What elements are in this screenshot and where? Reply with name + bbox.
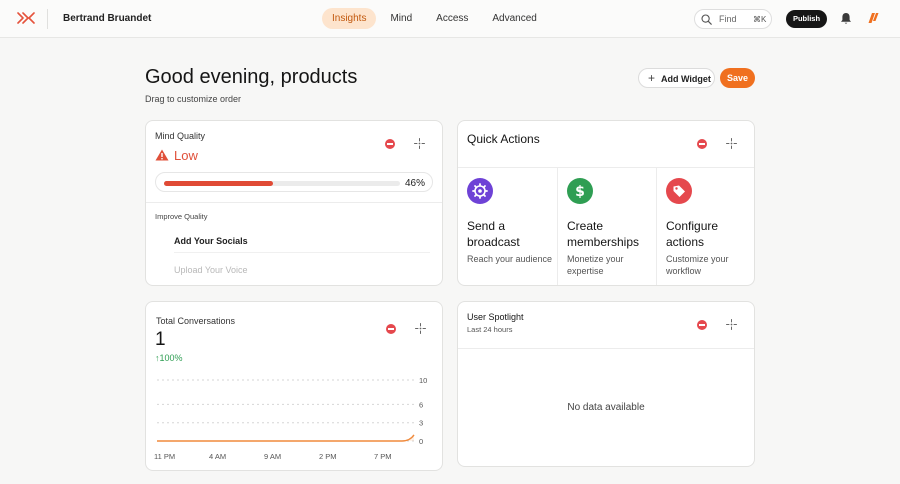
x-tick-label: 7 PM	[374, 452, 392, 461]
divider	[458, 348, 754, 349]
tag-icon	[666, 178, 692, 204]
x-tick-label: 4 AM	[209, 452, 226, 461]
remove-widget-icon[interactable]	[697, 320, 707, 330]
user-spotlight-card[interactable]: User Spotlight Last 24 hours No data ava…	[457, 301, 755, 467]
nav-insights[interactable]: Insights	[322, 8, 377, 29]
quick-actions-card[interactable]: Quick Actions Send a broadcast Reach you…	[457, 120, 755, 286]
conversation-change: ↑100%	[155, 353, 183, 363]
quick-action-title: Send a broadcast	[467, 219, 520, 249]
quality-status: Low	[174, 148, 198, 163]
quick-action-description: Reach your audience	[467, 254, 553, 264]
chart-area	[157, 434, 414, 441]
quick-action-title: Create memberships	[567, 219, 640, 249]
bell-icon[interactable]	[840, 12, 852, 25]
brand-icon[interactable]	[868, 12, 879, 24]
change-value: 100%	[159, 353, 183, 363]
save-button[interactable]: Save	[720, 68, 755, 88]
divider	[146, 202, 442, 203]
improve-quality-label: Improve Quality	[155, 212, 208, 221]
progress-fill	[164, 181, 273, 186]
publish-button[interactable]: Publish	[786, 10, 827, 28]
app-logo-icon[interactable]	[17, 11, 35, 25]
remove-widget-icon[interactable]	[386, 324, 396, 334]
improve-item-socials[interactable]: Add Your Socials	[174, 236, 248, 246]
conversation-count: 1	[155, 329, 166, 350]
quick-actions-title: Quick Actions	[467, 132, 540, 146]
mind-quality-card[interactable]: Mind Quality Low 46% Improve Quality Add…	[145, 120, 443, 286]
user-name[interactable]: Bertrand Bruandet	[63, 13, 152, 24]
broadcast-gear-icon	[467, 178, 493, 204]
remove-widget-icon[interactable]	[697, 139, 707, 149]
user-spotlight-title: User Spotlight	[467, 312, 524, 322]
page-subtitle: Drag to customize order	[145, 94, 242, 104]
drag-handle-icon[interactable]	[726, 138, 737, 149]
total-conversations-title: Total Conversations	[156, 316, 236, 326]
trend-up-icon: ↑	[155, 353, 160, 363]
total-conversations-card[interactable]: Total Conversations 1 ↑100% 10 6 3 0 11 PM 4 …	[145, 301, 443, 471]
drag-handle-icon[interactable]	[414, 138, 425, 149]
plus-icon: +	[648, 71, 656, 85]
y-tick-label: 3	[419, 419, 423, 428]
y-tick-label: 0	[419, 437, 423, 446]
search-icon	[701, 14, 712, 25]
search-shortcut: ⌘K	[753, 15, 767, 24]
progress-track	[164, 181, 400, 186]
dollar-icon: $	[567, 178, 593, 204]
main-nav: Insights Mind Access Advanced	[322, 8, 547, 29]
chart-series-line	[157, 434, 415, 442]
svg-text:$: $	[575, 184, 585, 200]
header-divider	[47, 9, 48, 29]
add-widget-button[interactable]: + Add Widget	[638, 68, 715, 88]
y-tick-label: 10	[419, 376, 427, 385]
x-tick-label: 9 AM	[264, 452, 281, 461]
quick-action-description: Customize your workflow	[666, 254, 729, 276]
quality-progress: 46%	[155, 172, 433, 192]
nav-access[interactable]: Access	[436, 13, 469, 24]
quick-action-title: Configure actions	[666, 219, 719, 249]
progress-percent: 46%	[405, 178, 426, 189]
quick-action-broadcast[interactable]: Send a broadcast Reach your audience	[458, 168, 557, 285]
divider	[174, 252, 430, 253]
nav-advanced[interactable]: Advanced	[492, 13, 537, 24]
warning-icon	[155, 149, 169, 161]
search-box[interactable]: Find ⌘K	[694, 9, 772, 29]
mind-quality-title: Mind Quality	[155, 131, 206, 141]
quick-action-memberships[interactable]: $ Create memberships Monetize your exper…	[557, 168, 656, 285]
empty-state-text: No data available	[567, 402, 645, 413]
divider	[458, 167, 754, 168]
add-widget-label: Add Widget	[661, 74, 711, 84]
search-label: Find	[719, 14, 737, 24]
x-tick-label: 2 PM	[319, 452, 337, 461]
nav-mind[interactable]: Mind	[390, 13, 413, 24]
x-tick-label: 11 PM	[154, 452, 175, 461]
remove-widget-icon[interactable]	[385, 139, 395, 149]
y-tick-label: 6	[419, 400, 423, 409]
quick-action-description: Monetize your expertise	[567, 254, 624, 276]
page-title: Good evening, products	[145, 66, 358, 88]
quick-action-configure[interactable]: Configure actions Customize your workflo…	[656, 168, 754, 285]
improve-item-voice[interactable]: Upload Your Voice	[174, 265, 248, 275]
user-spotlight-subtitle: Last 24 hours	[467, 325, 513, 334]
conversations-chart: 10 6 3 0 11 PM 4 AM 9 AM 2 PM 7 PM	[154, 376, 427, 461]
top-bar: Bertrand Bruandet Insights Mind Access A…	[0, 0, 900, 38]
drag-handle-icon[interactable]	[726, 319, 737, 330]
drag-handle-icon[interactable]	[415, 323, 426, 334]
